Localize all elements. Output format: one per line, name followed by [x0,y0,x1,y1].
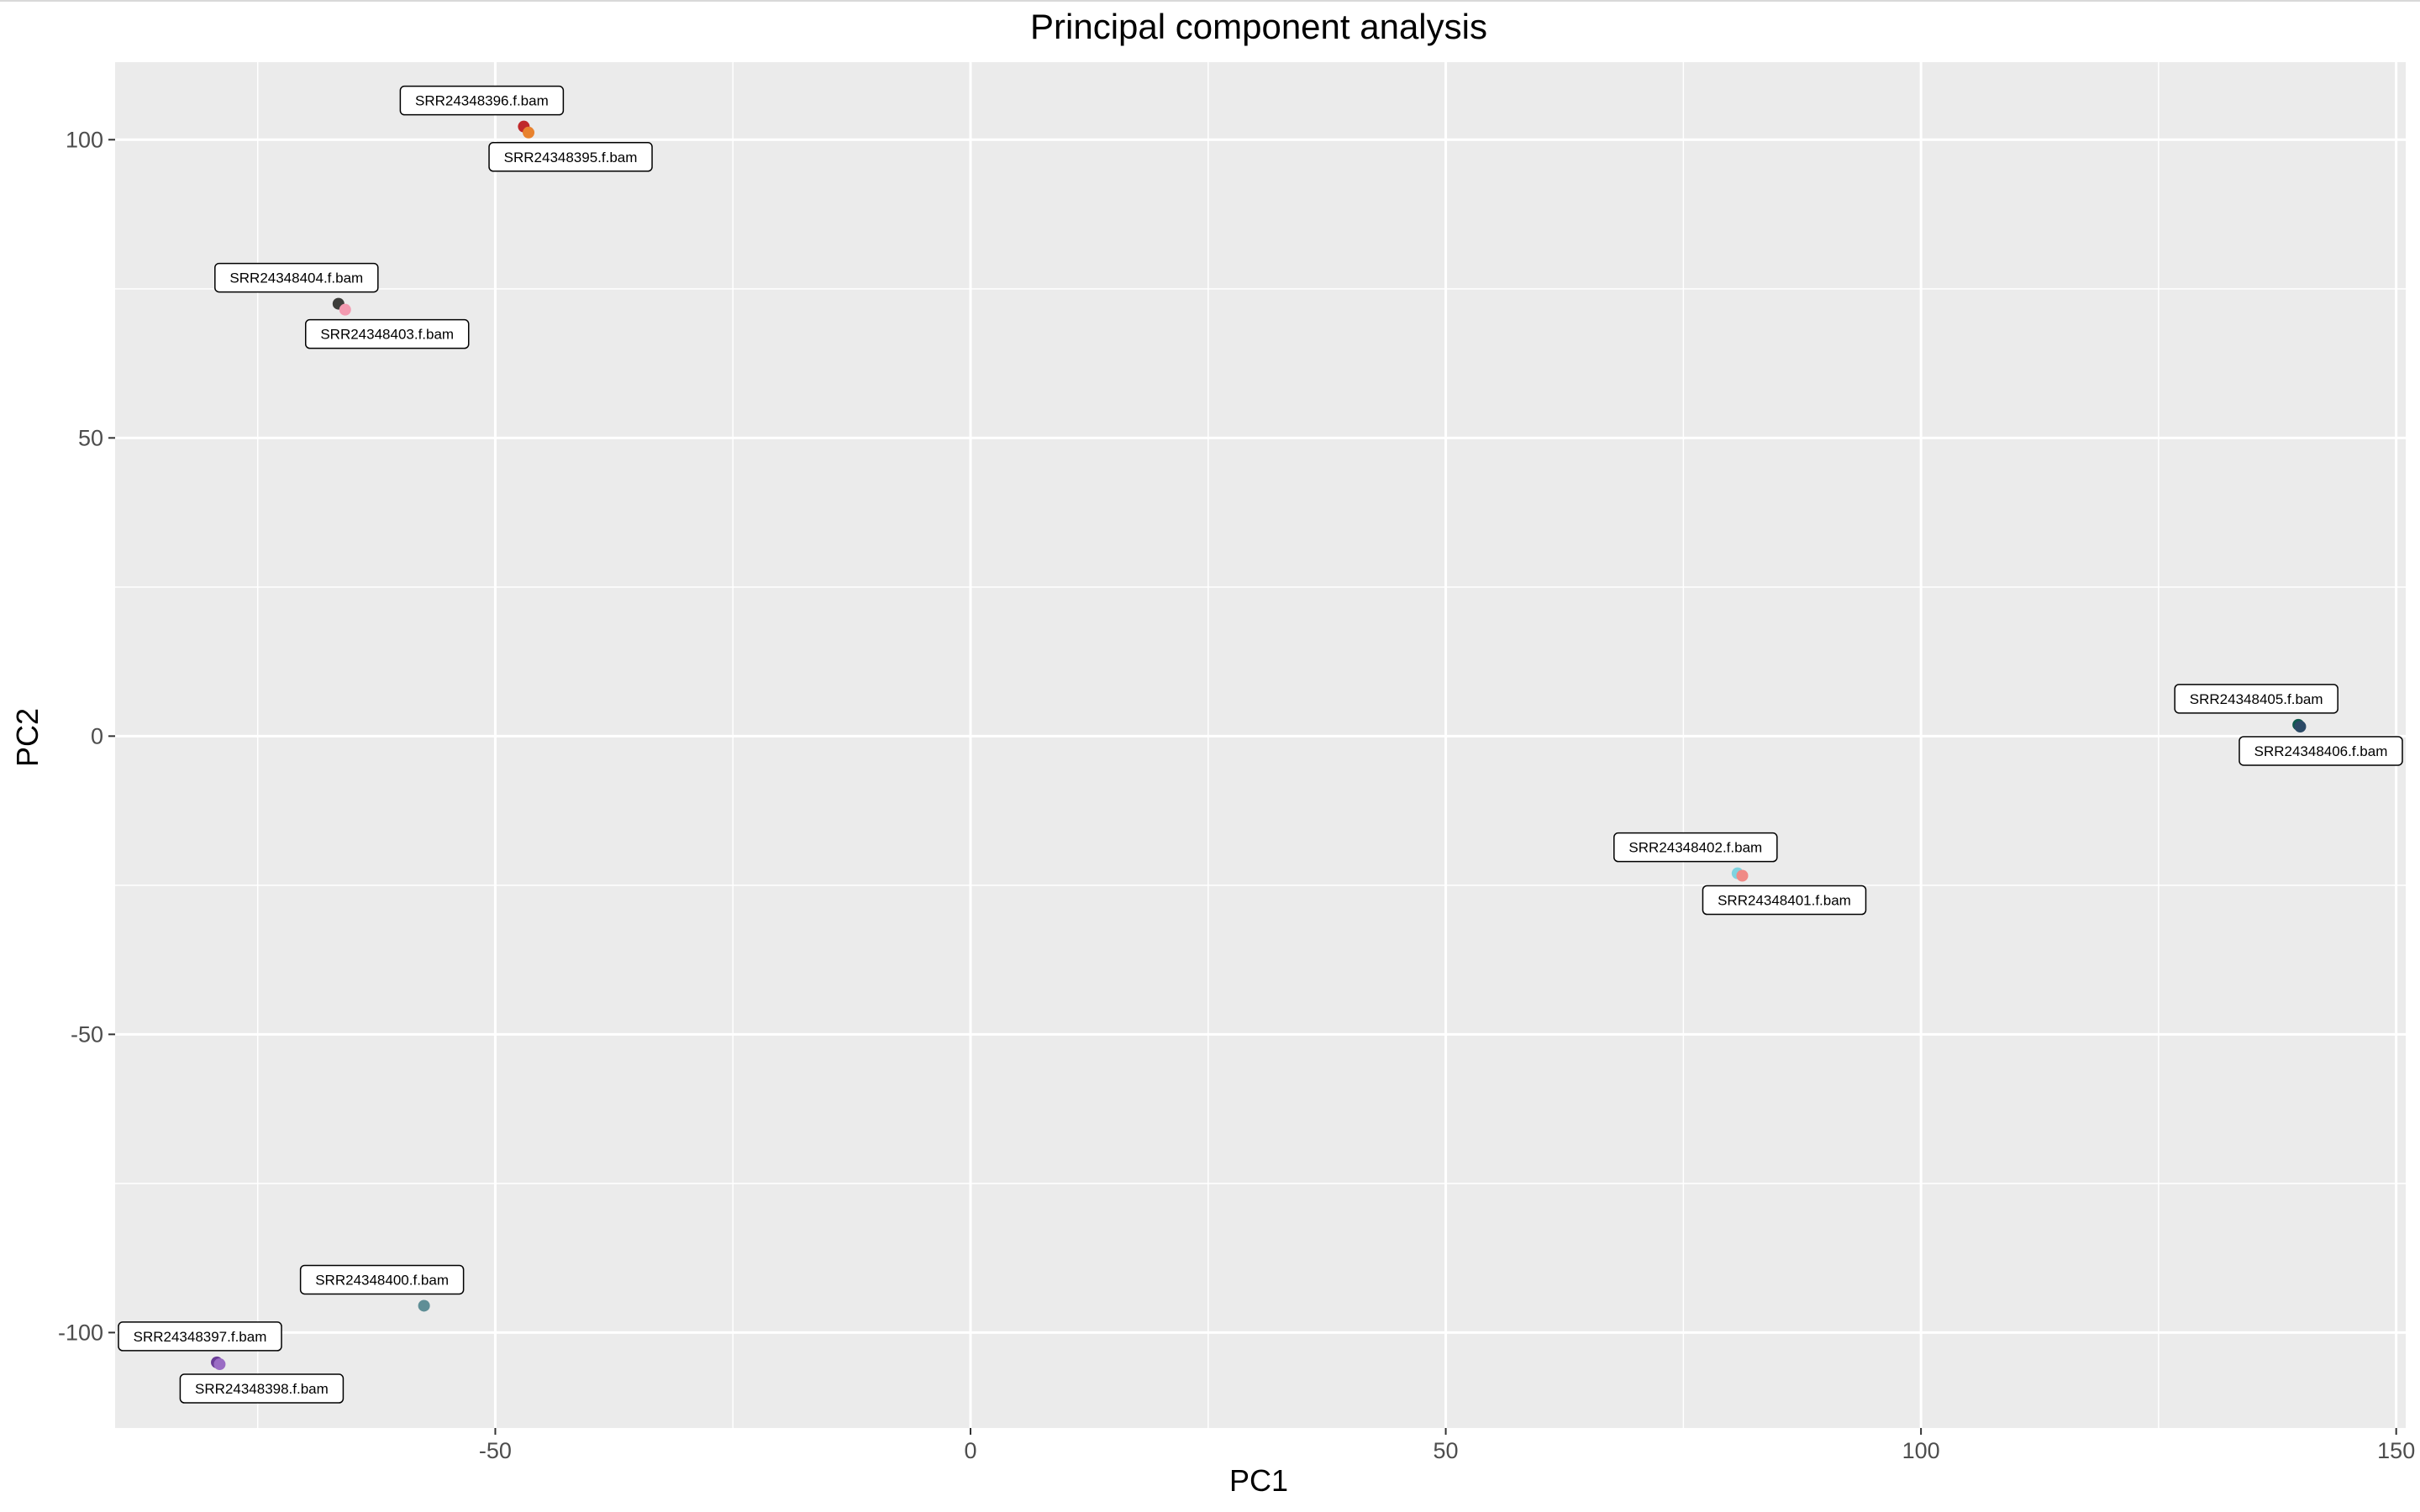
point-label-box [299,1264,465,1295]
data-point [213,1358,226,1371]
point-label: SRR24348398.f.bam [179,1373,345,1404]
y-tick-label: -100 [58,1320,103,1345]
point-label-box [2174,684,2338,714]
point-label-text: SRR24348400.f.bam [315,1272,449,1288]
point-label: SRR24348395.f.bam [488,142,653,172]
point-label: SRR24348397.f.bam [118,1321,282,1352]
x-axis-title: PC1 [1229,1463,1288,1498]
point-label-text: SRR24348397.f.bam [134,1329,267,1345]
y-axis-title: PC2 [10,708,45,767]
point-label-text: SRR24348396.f.bam [415,93,549,109]
point-label-text: SRR24348398.f.bam [195,1381,329,1397]
point-label-text: SRR24348405.f.bam [2190,691,2323,707]
data-point [418,1299,430,1312]
point-label-box [399,85,565,116]
y-tick-label: 100 [66,127,103,152]
x-tick-label: 0 [964,1438,976,1463]
point-label: SRR24348405.f.bam [2174,684,2338,714]
y-tick-label: 50 [78,425,103,450]
point-label-text: SRR24348403.f.bam [320,327,454,343]
point-label-box [214,262,379,293]
y-tick-label: -50 [71,1021,103,1047]
point-label: SRR24348401.f.bam [1702,885,1867,916]
x-tick-label: 150 [2377,1438,2415,1463]
point-label-box [1702,885,1867,916]
data-point [339,303,351,316]
x-tick-label: 50 [1434,1438,1459,1463]
x-tick-label: -50 [479,1438,512,1463]
x-tick-label: 100 [1902,1438,1940,1463]
point-label-box [2238,736,2403,766]
point-label-text: SRR24348402.f.bam [1628,840,1762,856]
data-point [523,126,535,139]
plot-panel-background [115,62,2406,1428]
point-label: SRR24348396.f.bam [399,85,565,116]
point-label-text: SRR24348404.f.bam [229,270,363,286]
point-label-box [179,1373,345,1404]
point-label: SRR24348403.f.bam [304,318,470,349]
top-border-line [0,0,2420,2]
y-tick-label: 0 [91,723,103,748]
point-label-text: SRR24348395.f.bam [504,150,638,165]
point-label-box [1613,832,1778,863]
point-label-box [118,1321,282,1352]
point-label-box [304,318,470,349]
point-label-text: SRR24348406.f.bam [2254,743,2388,759]
point-label-box [488,142,653,172]
point-label: SRR24348402.f.bam [1613,832,1778,863]
point-label: SRR24348406.f.bam [2238,736,2403,766]
data-point [1736,869,1749,882]
point-label: SRR24348404.f.bam [214,262,379,293]
point-label: SRR24348400.f.bam [299,1264,465,1295]
plot-panel: -50 0 50 100 150 -100 -50 0 50 100 SRR24348396.f.b… [58,62,2415,1463]
chart-title: Principal component analysis [1030,7,1487,46]
point-label-text: SRR24348401.f.bam [1718,892,1851,908]
data-point [2294,720,2307,732]
